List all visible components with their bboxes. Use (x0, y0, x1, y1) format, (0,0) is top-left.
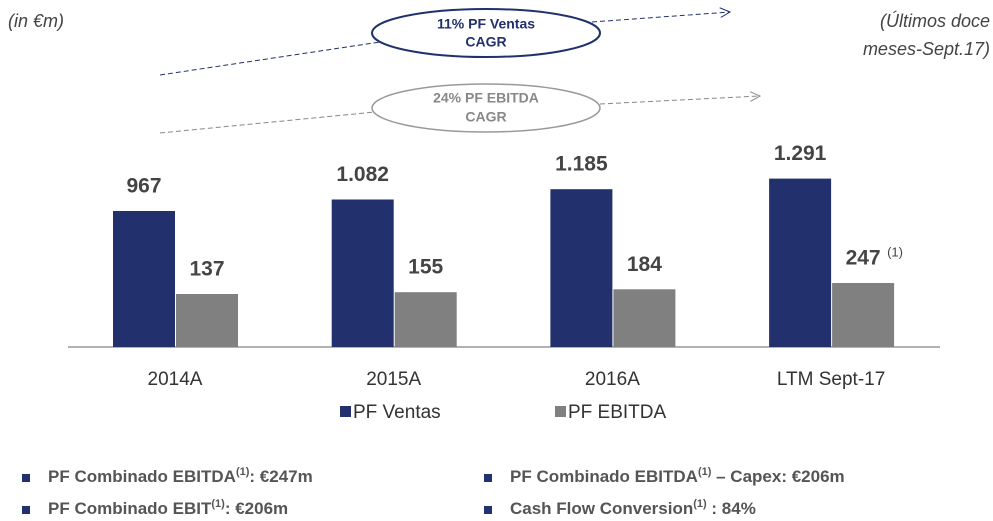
legend-label: PF Ventas (353, 402, 441, 423)
legend-swatch (555, 406, 566, 417)
period-note: (Últimos doce (880, 10, 990, 31)
bar (832, 283, 895, 347)
bullet-text-part: : 84% (707, 499, 756, 518)
footnote-mark: (1) (887, 244, 903, 259)
bullet-superscript: (1) (698, 466, 712, 478)
bullet-text-part: Cash Flow Conversion (510, 499, 693, 518)
cagr-arrow (591, 12, 730, 23)
value-label: 1.185 (555, 153, 608, 176)
value-label: 155 (408, 256, 443, 279)
x-tick-label: 2014A (148, 369, 203, 390)
bullet-superscript: (1) (693, 498, 707, 510)
bullet-text-part: : €206m (225, 499, 288, 518)
bullet-text-part: – Capex: €206m (711, 467, 844, 486)
bullet-text: PF Combinado EBITDA(1): €247m (48, 466, 313, 487)
bar (331, 199, 394, 347)
cagr-ellipse (371, 83, 601, 133)
bullet-text: PF Combinado EBITDA(1) – Capex: €206m (510, 466, 845, 487)
bullet-superscript: (1) (236, 466, 250, 478)
value-label: 247 (846, 247, 881, 270)
bullet-square (22, 474, 30, 482)
cagr-arrow (599, 96, 760, 105)
bar (550, 189, 613, 347)
bullet-square (484, 506, 492, 514)
bullet-text-part: : €247m (249, 467, 312, 486)
value-label: 1.291 (774, 142, 827, 165)
bullet-square (484, 474, 492, 482)
bar (769, 178, 832, 347)
x-tick-label: 2015A (366, 369, 421, 390)
bar (113, 211, 175, 347)
value-label: 967 (126, 175, 161, 198)
period-note: meses-Sept.17) (863, 39, 990, 59)
cagr-label: 24% PF EBITDA (433, 90, 539, 106)
value-label: 137 (189, 258, 224, 281)
x-tick-label: LTM Sept-17 (777, 369, 885, 390)
bullet-text-part: PF Combinado EBITDA (48, 467, 236, 486)
legend-label: PF EBITDA (568, 402, 667, 423)
bullet-text: PF Combinado EBIT(1): €206m (48, 498, 288, 519)
bullet-superscript: (1) (211, 498, 225, 510)
bar (176, 294, 238, 347)
value-label: 184 (627, 253, 662, 276)
cagr-label: 11% PF Ventas (437, 16, 535, 32)
cagr-ellipse (371, 8, 601, 58)
cagr-line (159, 111, 376, 134)
cagr-label: CAGR (465, 109, 506, 125)
cagr-label: CAGR (465, 34, 506, 50)
bullet-square (22, 506, 30, 514)
legend-swatch (340, 406, 351, 417)
bar (394, 292, 457, 347)
x-tick-label: 2016A (585, 369, 640, 390)
bullet-text-part: PF Combinado EBIT (48, 499, 212, 518)
unit-note: (in €m) (8, 11, 64, 31)
cagr-line (159, 41, 381, 76)
bullet-text: Cash Flow Conversion(1) : 84% (510, 498, 756, 519)
value-label: 1.082 (336, 163, 389, 186)
bar (613, 289, 676, 347)
bullet-text-part: PF Combinado EBITDA (510, 467, 698, 486)
